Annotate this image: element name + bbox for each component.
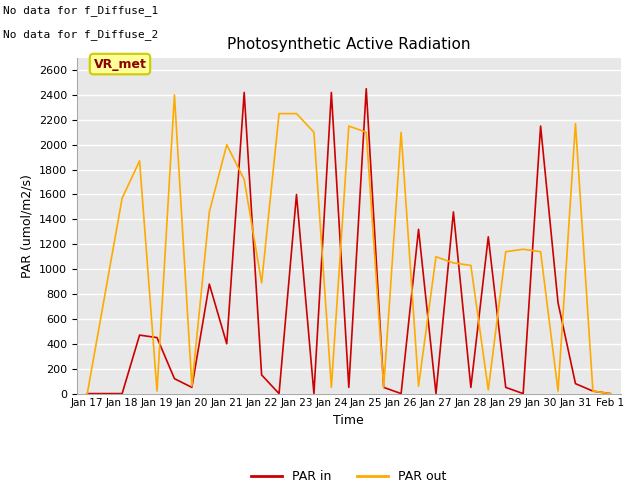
Text: No data for f_Diffuse_2: No data for f_Diffuse_2 (3, 29, 159, 40)
Text: No data for f_Diffuse_1: No data for f_Diffuse_1 (3, 5, 159, 16)
Legend: PAR in, PAR out: PAR in, PAR out (246, 465, 451, 480)
Title: Photosynthetic Active Radiation: Photosynthetic Active Radiation (227, 37, 470, 52)
Text: VR_met: VR_met (93, 58, 147, 71)
Y-axis label: PAR (umol/m2/s): PAR (umol/m2/s) (20, 174, 33, 277)
X-axis label: Time: Time (333, 414, 364, 427)
